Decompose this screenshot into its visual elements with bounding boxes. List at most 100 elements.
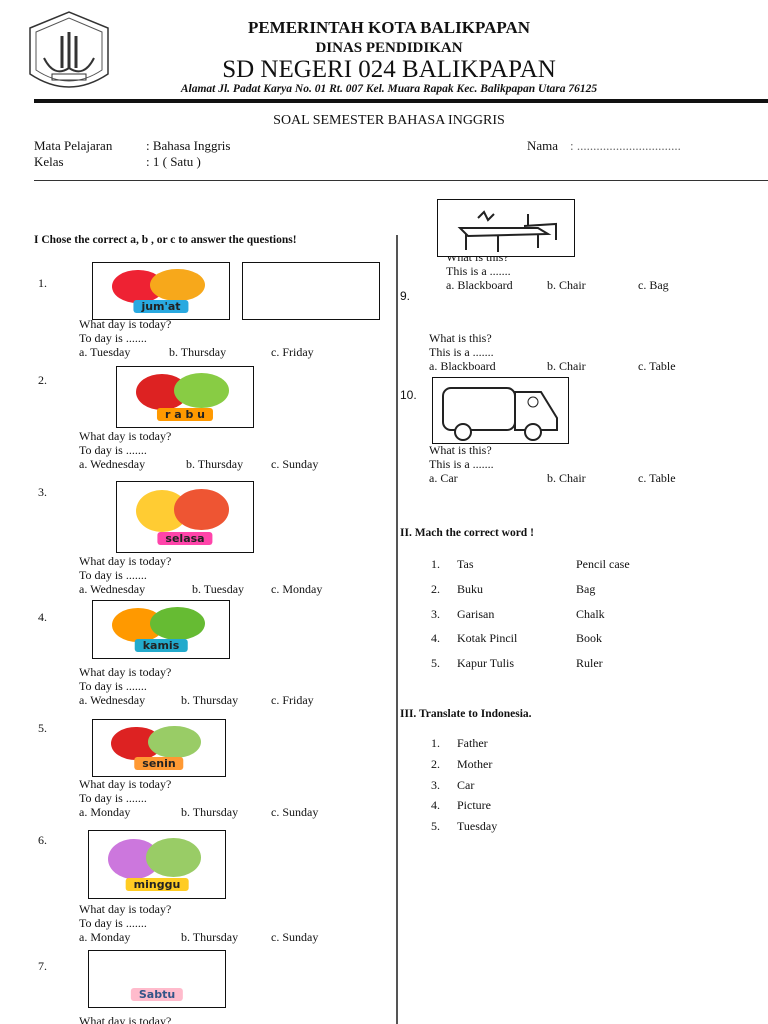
question-text: What day is today? [79, 665, 172, 679]
option-c: c. Friday [271, 693, 314, 707]
day-picture: r a b u [116, 366, 254, 428]
day-label: Sabtu [130, 988, 184, 1002]
indonesian-word: Kotak Pincil [457, 631, 518, 646]
question-number: 9. [400, 289, 411, 303]
header-line2: DINAS PENDIDIKAN [315, 40, 463, 56]
question-text: What day is today? [79, 429, 172, 443]
option-b: b. Thursday [181, 930, 239, 944]
indonesian-word: Tas [457, 557, 474, 571]
option-b: b. Tuesday [192, 582, 245, 596]
fruit-icon [174, 373, 229, 408]
english-word: Chalk [576, 606, 605, 621]
header-line1: PEMERINTAH KOTA BALIKPAPAN [247, 18, 531, 37]
section1-heading: I Chose the correct a, b , or c to answe… [34, 234, 297, 246]
translate-word: Mother [457, 756, 493, 771]
question-text: What is this? [429, 443, 492, 457]
option-a: a. Blackboard [429, 359, 496, 373]
name-field[interactable]: : ................................ [570, 138, 681, 153]
indonesian-word: Kapur Tulis [457, 656, 515, 671]
translate-word: Father [457, 736, 488, 750]
question-number: 2. [38, 373, 47, 387]
fruit-icon [146, 837, 201, 877]
answer-prompt: This is a ....... [429, 345, 494, 359]
question-text: What day is today? [79, 554, 172, 568]
translate-word: Tuesday [457, 819, 498, 834]
day-label: r a b u [156, 408, 214, 421]
list-number: 2. [431, 581, 440, 596]
list-number: 3. [431, 777, 440, 792]
option-b: b. Chair [547, 359, 586, 373]
section3-heading: III. Translate to Indonesia. [400, 708, 532, 720]
school-address: Alamat Jl. Padat Karya No. 01 Rt. 007 Ke… [180, 83, 598, 95]
question-number: 10. [400, 388, 417, 402]
day-label: minggu [125, 878, 189, 892]
option-c: c. Table [638, 471, 676, 485]
english-word: Pencil case [576, 557, 630, 571]
day-label: senin [134, 757, 184, 771]
table-picture [437, 199, 575, 257]
table-chair-icon [457, 210, 557, 252]
list-number: 4. [431, 631, 440, 646]
bus-icon [442, 387, 558, 441]
option-a: a. Monday [79, 930, 131, 944]
indonesian-word: Buku [457, 581, 484, 596]
day-picture: jum'at [92, 262, 230, 320]
question-text: What is this? [429, 331, 492, 345]
list-number: 1. [431, 736, 440, 750]
option-c: c. Sunday [271, 457, 319, 471]
info-rule [34, 180, 768, 181]
translate-word: Picture [457, 798, 491, 813]
option-b: b. Thursday [181, 805, 239, 819]
question-number: 6. [38, 833, 47, 847]
school-logo-icon [29, 11, 109, 88]
option-c: c. Table [638, 359, 676, 373]
english-word: Book [576, 631, 603, 646]
option-c: c. Friday [271, 345, 314, 359]
day-label: jum'at [133, 300, 189, 314]
list-number: 4. [431, 798, 440, 813]
answer-prompt: This is a ....... [446, 264, 511, 278]
english-word: Ruler [576, 656, 603, 671]
answer-prompt: To day is ....... [79, 679, 147, 693]
question-number: 3. [38, 485, 47, 499]
option-a: a. Wednesday [79, 582, 146, 596]
day-label: selasa [157, 532, 213, 545]
indonesian-word: Garisan [457, 606, 495, 621]
question-text: What day is today? [79, 317, 172, 331]
option-b: b. Thursday [186, 457, 244, 471]
day-picture: kamis [92, 600, 230, 659]
class-label: Kelas [34, 154, 64, 169]
translate-word: Car [457, 777, 475, 792]
list-number: 5. [431, 819, 440, 834]
subject-label: Mata Pelajaran [34, 138, 113, 153]
answer-prompt: To day is ....... [79, 568, 147, 582]
option-a: a. Car [429, 471, 458, 485]
class-value: : 1 ( Satu ) [146, 154, 201, 169]
option-c: c. Sunday [271, 805, 319, 819]
answer-prompt: To day is ....... [79, 916, 147, 930]
header-rule [34, 99, 768, 103]
question-text: What day is today? [79, 1014, 172, 1024]
answer-prompt: To day is ....... [79, 791, 147, 805]
answer-prompt: To day is ....... [79, 331, 147, 345]
option-b: b. Chair [547, 278, 586, 292]
list-number: 1. [431, 557, 440, 571]
answer-prompt: To day is ....... [79, 443, 147, 457]
english-word: Bag [576, 581, 596, 596]
option-b: b. Chair [547, 471, 586, 485]
question-text: What day is today? [79, 777, 172, 791]
list-number: 5. [431, 656, 440, 671]
fruit-icon [174, 489, 229, 530]
fruit-icon [150, 268, 205, 302]
question-text: What day is today? [79, 902, 172, 916]
list-number: 3. [431, 606, 440, 621]
empty-picture-box [242, 262, 380, 320]
option-a: a. Monday [79, 805, 131, 819]
question-number: 5. [38, 721, 47, 735]
day-label: kamis [134, 639, 188, 653]
question-number: 1. [38, 276, 47, 290]
option-a: a. Tuesday [79, 345, 131, 359]
column-divider [396, 235, 398, 1024]
day-picture: senin [92, 719, 226, 777]
